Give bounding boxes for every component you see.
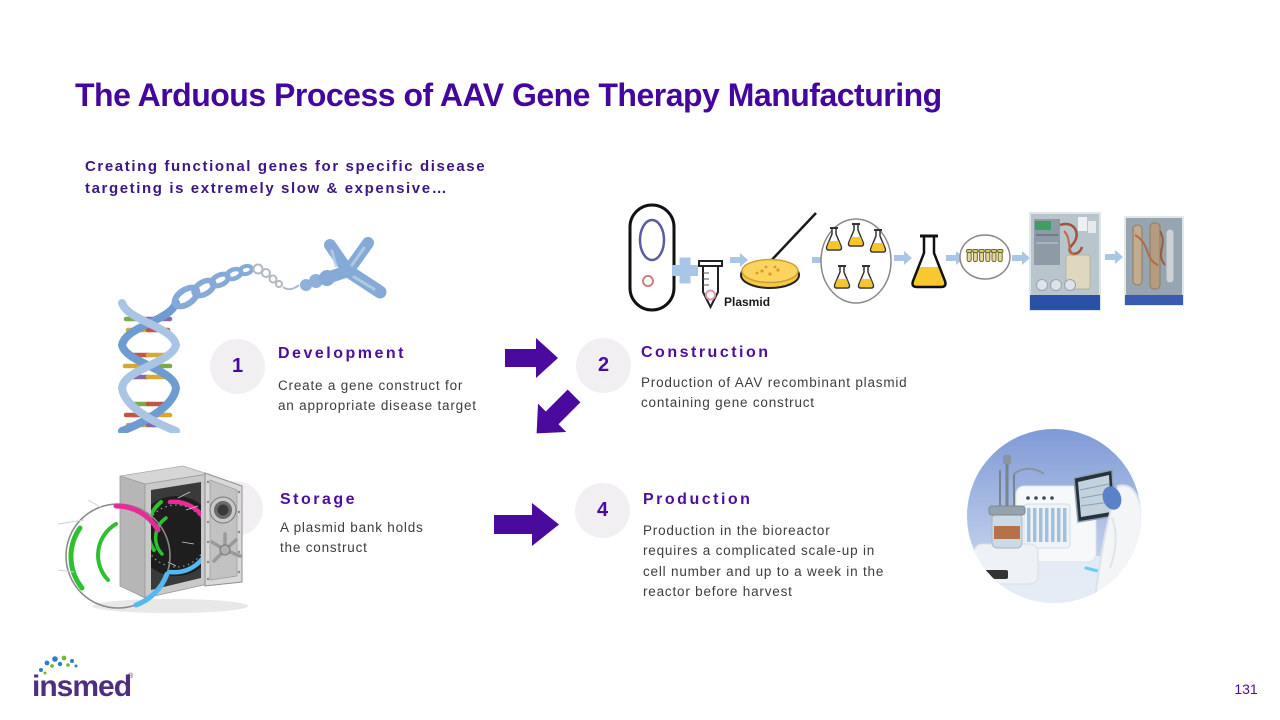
page-number: 131 [1234,681,1258,697]
arrow-construction-to-storage-icon [536,389,581,434]
logo-registered-mark: ® [128,672,134,680]
step-1-title: Development [278,345,406,362]
arrow-development-to-construction-icon [505,338,558,378]
step-4-title: Production [643,491,753,508]
insmed-logo: insmed ® [32,655,134,703]
bioreactor-column-photo [1124,216,1184,306]
slide-title: The Arduous Process of AAV Gene Therapy … [75,77,942,114]
flow-arrow-icon [894,251,912,265]
logo-dots [39,655,78,675]
step-1-badge: 1 [210,339,265,394]
flow-arrow-icon [1012,251,1030,265]
step-4-badge: 4 [575,483,630,538]
step-2-description: Production of AAV recombinant plasmid co… [641,375,908,411]
plasmid-tube-icon [698,260,723,310]
flask-group-icon [820,218,892,304]
chromosome [300,237,387,299]
glove-icon [1102,486,1122,510]
chromatin-thread [252,263,300,291]
step-1-description: Create a gene construct for an appropria… [278,378,477,414]
step-number: 1 [231,355,244,377]
step-2-title: Construction [641,344,771,361]
dna-strand-back [117,299,181,433]
step-number: 2 [597,354,610,376]
plasmid-circle-icon [58,499,171,609]
bacterium-icon [628,203,676,312]
step-3-description: A plasmid bank holds the construct [280,520,424,556]
flask-icon [911,234,947,289]
plasmid-label: Plasmid [724,295,770,309]
flow-arrow-icon [1105,250,1123,264]
logo-wordmark: insmed [32,670,131,703]
dna-chromosome-illustration [117,237,387,433]
pcr-tubes-icon [959,234,1011,280]
step-number: 4 [596,499,609,521]
step-4-description: Production in the bioreactor requires a … [643,523,885,599]
step-2-badge: 2 [576,338,631,393]
bioreactor-photo [967,429,1141,603]
step-3-title: Storage [280,491,358,508]
slide-subtitle: Creating functional genes for specific d… [85,158,487,197]
petri-dish-icon [740,212,817,289]
plasmid-bank-safe-illustration [58,465,248,613]
dna-coil [171,263,254,310]
chromatography-photo [1029,212,1101,311]
arrow-storage-to-production-icon [494,503,559,546]
plasmid-construction-flow: Plasmid [628,203,1184,312]
plus-icon [672,257,698,284]
